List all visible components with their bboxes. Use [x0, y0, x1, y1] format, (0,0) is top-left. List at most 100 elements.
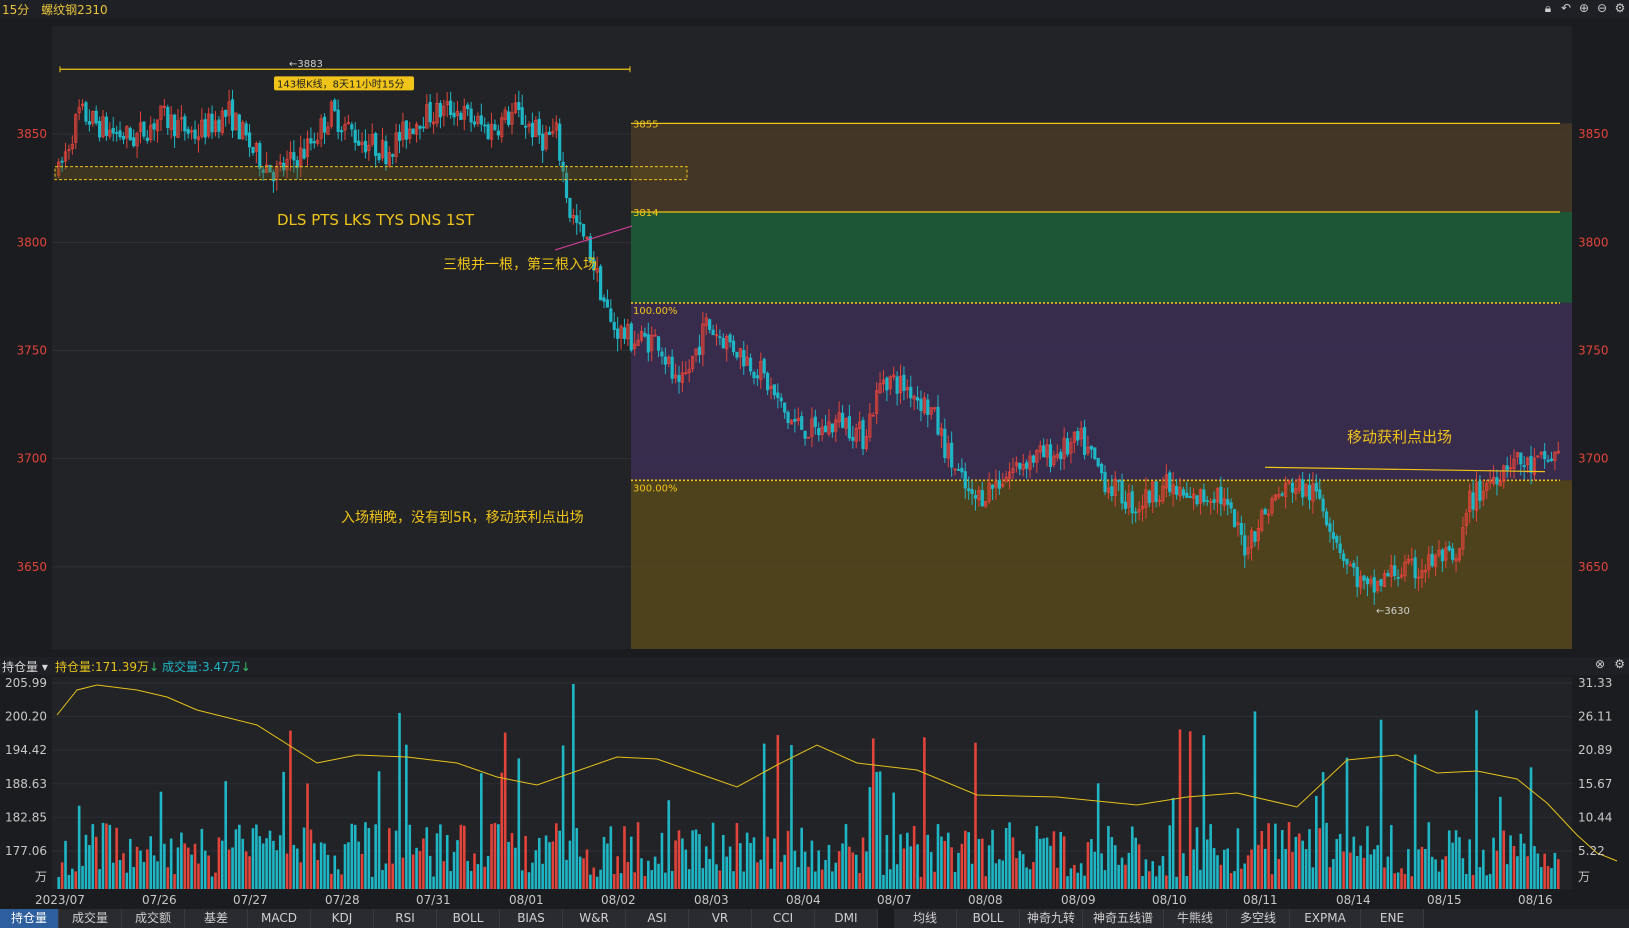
candle-body: [585, 237, 589, 239]
date-tick-label: 08/11: [1243, 893, 1278, 907]
date-tick-label: 08/14: [1336, 893, 1371, 907]
volume-bar: [234, 829, 238, 889]
zoom-in-icon[interactable]: ⊕: [1578, 1, 1590, 15]
candle-body: [697, 346, 702, 355]
tab-vr[interactable]: VR: [689, 909, 752, 928]
candle-body: [953, 468, 957, 471]
candle-body: [1338, 543, 1342, 554]
volume-chart[interactable]: 205.99 31.33 200.20 26.11 194.42 20.89 188.63 1…: [0, 675, 1629, 909]
volume-bar: [398, 712, 401, 889]
overlay-tab-boll[interactable]: BOLL: [957, 909, 1020, 928]
tab-基差[interactable]: 基差: [185, 909, 248, 928]
candle-body: [469, 108, 473, 123]
candle-body: [912, 395, 916, 400]
candle-body: [1011, 467, 1015, 473]
overlay-tab-多空线[interactable]: 多空线: [1227, 909, 1290, 928]
candle-body: [1188, 495, 1192, 498]
date-tick-label: 07/31: [416, 893, 451, 907]
candle-body: [1246, 547, 1250, 555]
volume-bar: [1427, 822, 1431, 889]
settings-icon[interactable]: ⚙: [1614, 657, 1625, 671]
risk-reward-zones: [631, 122, 1572, 649]
chart-title: 15分 螺纹钢2310: [2, 1, 108, 18]
volume-bar: [1400, 868, 1403, 889]
overlay-tab-expma[interactable]: EXPMA: [1290, 909, 1361, 928]
volume-bar: [762, 743, 766, 889]
volume-bar: [878, 771, 882, 889]
candle-body: [326, 126, 330, 135]
tab-dmi[interactable]: DMI: [815, 909, 878, 928]
candle-body: [714, 334, 719, 337]
volume-bar: [1338, 833, 1342, 889]
timeframe-label[interactable]: 15分: [2, 3, 30, 17]
volume-bar: [895, 864, 899, 889]
volume-bar: [667, 800, 671, 889]
candle-body: [196, 136, 201, 141]
volume-bar: [319, 842, 323, 889]
overlay-tab-牛熊线[interactable]: 牛熊线: [1164, 909, 1227, 928]
tab-成交额[interactable]: 成交额: [122, 909, 185, 928]
volume-bar: [1195, 827, 1199, 889]
tab-kdj[interactable]: KDJ: [311, 909, 374, 928]
candle-body: [370, 133, 374, 145]
date-tick-label: 08/09: [1061, 893, 1096, 907]
tab-boll[interactable]: BOLL: [437, 909, 500, 928]
candle-body: [155, 119, 160, 132]
volume-bar: [367, 827, 371, 889]
undo-icon[interactable]: ↶: [1560, 1, 1572, 15]
settings-icon[interactable]: ⚙: [1614, 1, 1626, 15]
candle-body: [94, 110, 98, 124]
candle-body: [213, 120, 218, 133]
volume-bar: [1349, 852, 1352, 889]
indicator-selector[interactable]: 持仓量 ▾: [2, 658, 48, 675]
tab-持仓量[interactable]: 持仓量: [0, 909, 59, 928]
candle-body: [1249, 530, 1254, 549]
volume-bar: [831, 871, 834, 889]
candle-body: [1048, 444, 1053, 467]
lock-icon[interactable]: 🔒︎: [1544, 1, 1552, 15]
candle-body: [1389, 564, 1393, 577]
tab-bias[interactable]: BIAS: [500, 909, 563, 928]
volume-bar: [353, 824, 357, 889]
tab-rsi[interactable]: RSI: [374, 909, 437, 928]
volume-bar: [118, 859, 122, 889]
candle-body: [1519, 452, 1523, 465]
candle-body: [905, 387, 909, 390]
candle-body: [915, 397, 920, 401]
volume-bar: [115, 827, 118, 889]
candle-body: [442, 105, 446, 116]
tab-w&r[interactable]: W&R: [563, 909, 626, 928]
volume-bar: [960, 843, 964, 889]
volume-bar: [756, 862, 759, 889]
tab-成交量[interactable]: 成交量: [59, 909, 122, 928]
volume-bar: [1079, 863, 1083, 889]
volume-bar: [1482, 849, 1485, 889]
candle-body: [960, 467, 964, 473]
tab-asi[interactable]: ASI: [626, 909, 689, 928]
tab-macd[interactable]: MACD: [248, 909, 311, 928]
candle-body: [1117, 480, 1121, 482]
candle-body: [571, 214, 575, 219]
candle-body: [1379, 579, 1383, 586]
candle-body: [1474, 482, 1479, 511]
overlay-tab-神奇九转[interactable]: 神奇九转: [1020, 909, 1083, 928]
overlay-tab-均线[interactable]: 均线: [894, 909, 957, 928]
close-icon[interactable]: ⊗: [1594, 657, 1605, 671]
zoom-out-icon[interactable]: ⊖: [1596, 1, 1608, 15]
volume-bar: [619, 873, 623, 889]
volume-bar: [687, 869, 691, 889]
candle-body: [564, 172, 569, 199]
overlay-tab-ene[interactable]: ENE: [1361, 909, 1424, 928]
price-chart[interactable]: ←3883 143根K线，8天11小时15分 DLS PTS LKS TYS DNS…: [0, 18, 1629, 657]
volume-bar: [998, 859, 1001, 889]
volume-bar: [1407, 849, 1410, 889]
candle-body: [363, 140, 368, 153]
candle-body: [827, 421, 831, 435]
volume-bar: [786, 830, 790, 889]
candle-body: [1297, 478, 1301, 491]
volume-bar: [1441, 859, 1444, 889]
price-tick-label: 3700: [16, 452, 47, 466]
tab-cci[interactable]: CCI: [752, 909, 815, 928]
overlay-tab-神奇五线谱[interactable]: 神奇五线谱: [1083, 909, 1164, 928]
candle-body: [1076, 431, 1080, 441]
